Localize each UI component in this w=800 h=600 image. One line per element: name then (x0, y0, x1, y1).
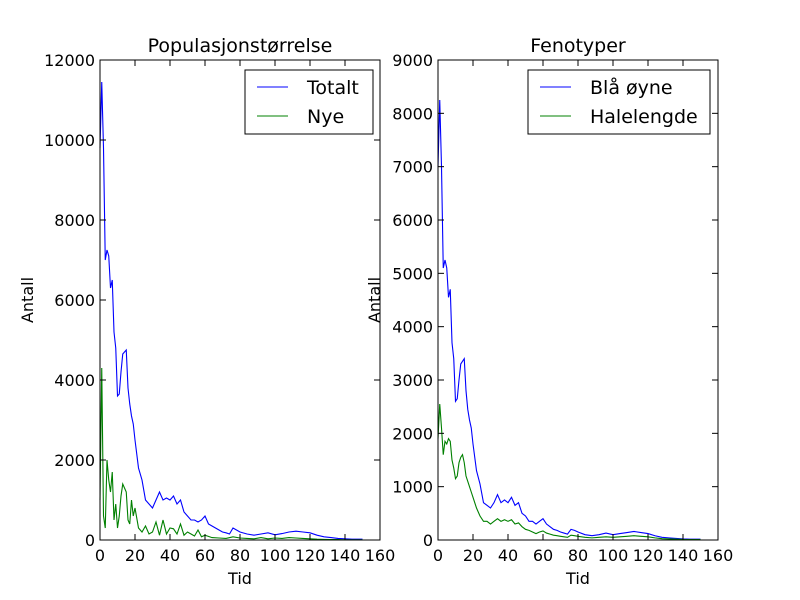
y-tick-label: 3000 (392, 371, 433, 390)
y-tick-label: 7000 (392, 158, 433, 177)
legend-label: Blå øyne (590, 76, 673, 99)
x-axis-label: Tid (227, 569, 252, 588)
y-tick-label: 10000 (44, 131, 95, 150)
legend-box (527, 69, 711, 135)
series-line-second (99, 367, 363, 541)
series-line-second (437, 403, 701, 541)
chart-population: 0 20 40 60 80 100 120 140 160 0 2000 4000 6000 8000 10… (18, 35, 395, 588)
y-tick-label: 5000 (392, 264, 433, 283)
legend-label: Halelengde (590, 106, 698, 128)
legend: Totalt Nye (244, 69, 374, 135)
y-tick-label: 0 (85, 531, 95, 550)
legend-label: Nye (307, 106, 344, 128)
legend: Blå øyne Halelengde (527, 69, 711, 135)
chart-phenotypes: 0 20 40 60 80 100 120 140 1600100020003000400050… (365, 35, 733, 588)
series-line-first (99, 81, 363, 540)
chart-title: Fenotyper (530, 35, 626, 57)
x-tick-label: 0 (433, 546, 443, 565)
y-tick-label: 4000 (54, 371, 95, 390)
y-tick-label: 0 (423, 531, 433, 550)
legend-box (244, 69, 374, 135)
x-tick-label: 80 (568, 546, 588, 565)
x-tick-label: 120 (633, 546, 664, 565)
x-axis-label: Tid (565, 569, 590, 588)
x-tick-label: 40 (498, 546, 518, 565)
y-tick-label: 6000 (392, 211, 433, 230)
y-tick-label: 4000 (392, 318, 433, 337)
y-axis-label: Antall (365, 277, 384, 323)
x-tick-label: 40 (160, 546, 180, 565)
x-tick-label: 160 (365, 546, 396, 565)
x-tick-label: 140 (330, 546, 361, 565)
x-tick-label: 140 (668, 546, 699, 565)
x-tick-label: 160 (703, 546, 734, 565)
x-tick-label: 120 (295, 546, 326, 565)
series-line-first (437, 99, 701, 540)
x-tick-label: 60 (533, 546, 553, 565)
x-tick-label: 20 (463, 546, 483, 565)
x-tick-label: 20 (125, 546, 145, 565)
y-tick-label: 2000 (54, 451, 95, 470)
y-tick-label: 1000 (392, 478, 433, 497)
chart-title: Populasjonstørrelse (148, 35, 333, 57)
x-tick-label: 100 (598, 546, 629, 565)
y-tick-label: 2000 (392, 424, 433, 443)
y-tick-label: 8000 (54, 211, 95, 230)
y-tick-label: 8000 (392, 104, 433, 123)
x-tick-label: 80 (230, 546, 250, 565)
legend-label: Totalt (306, 77, 359, 99)
y-axis-label: Antall (18, 277, 37, 323)
y-tick-label: 6000 (54, 291, 95, 310)
y-tick-label: 9000 (392, 51, 433, 70)
x-tick-label: 100 (260, 546, 291, 565)
x-tick-label: 0 (95, 546, 105, 565)
y-tick-label: 12000 (44, 51, 95, 70)
x-tick-label: 60 (195, 546, 215, 565)
